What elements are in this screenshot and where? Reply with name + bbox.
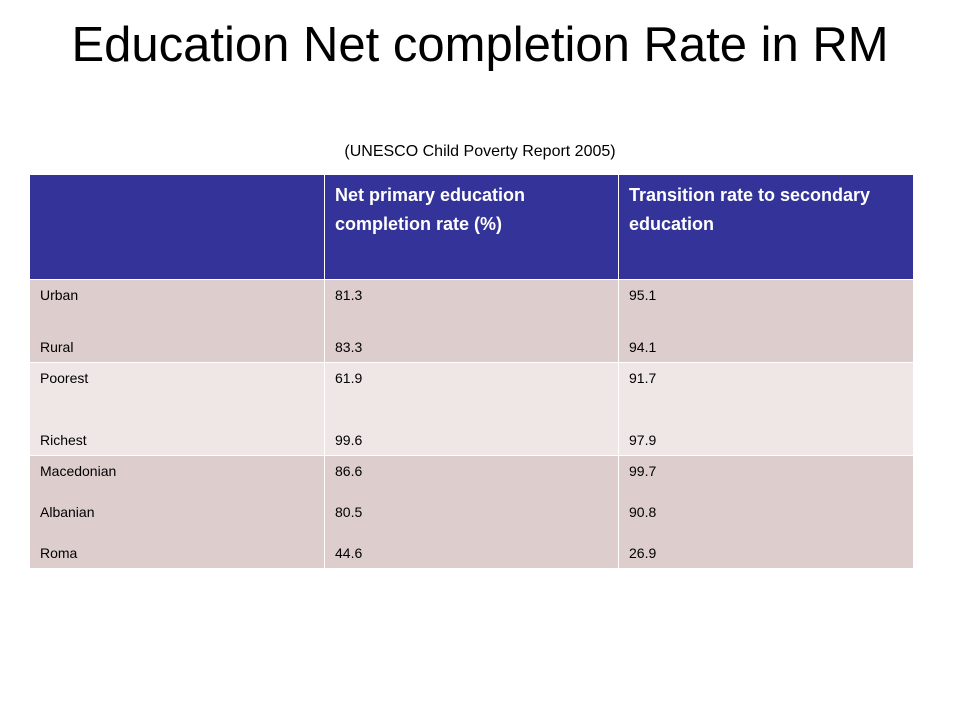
transition-value: 91.7	[629, 370, 657, 386]
header-cell-transition-rate: Transition rate to secondary education	[618, 174, 914, 280]
category-label: Richest	[40, 432, 87, 448]
completion-value: 61.9	[335, 370, 363, 386]
transition-value: 97.9	[629, 432, 657, 448]
transition-value: 94.1	[629, 339, 657, 355]
category-label: Albanian	[40, 504, 95, 520]
completion-rate-table: Net primary education completion rate (%…	[29, 174, 914, 569]
transition-value: 99.7	[629, 463, 657, 479]
transition-value: 26.9	[629, 545, 657, 561]
table-cell-completion: 81.3 83.3	[324, 279, 619, 363]
header-cell-category	[29, 174, 325, 280]
category-label: Roma	[40, 545, 78, 561]
table-cell-transition: 99.7 90.8 26.9	[618, 455, 914, 569]
table-row-ethnicity: Macedonian Albanian Roma 86.6 80.5 44.6 …	[29, 455, 914, 569]
table-cell-transition: 95.1 94.1	[618, 279, 914, 363]
table-cell-category: Macedonian Albanian Roma	[29, 455, 325, 569]
table-cell-completion: 86.6 80.5 44.6	[324, 455, 619, 569]
category-label: Macedonian	[40, 463, 117, 479]
completion-value: 44.6	[335, 545, 363, 561]
completion-value: 83.3	[335, 339, 363, 355]
table-header-row: Net primary education completion rate (%…	[29, 174, 914, 280]
category-label: Poorest	[40, 370, 89, 386]
category-label: Urban	[40, 287, 79, 303]
table-cell-completion: 61.9 99.6	[324, 362, 619, 456]
table-row-wealth: Poorest Richest 61.9 99.6 91.7 97.9	[29, 362, 914, 456]
completion-value: 99.6	[335, 432, 363, 448]
completion-value: 81.3	[335, 287, 363, 303]
completion-value: 86.6	[335, 463, 363, 479]
header-cell-completion-rate: Net primary education completion rate (%…	[324, 174, 619, 280]
transition-value: 95.1	[629, 287, 657, 303]
transition-value: 90.8	[629, 504, 657, 520]
completion-value: 80.5	[335, 504, 363, 520]
table-row-residence: Urban Rural 81.3 83.3 95.1 94.1	[29, 279, 914, 363]
slide-title: Education Net completion Rate in RM	[71, 18, 889, 72]
table-cell-transition: 91.7 97.9	[618, 362, 914, 456]
category-label: Rural	[40, 339, 74, 355]
table-cell-category: Urban Rural	[29, 279, 325, 363]
table-cell-category: Poorest Richest	[29, 362, 325, 456]
slide-subtitle: (UNESCO Child Poverty Report 2005)	[344, 143, 616, 160]
